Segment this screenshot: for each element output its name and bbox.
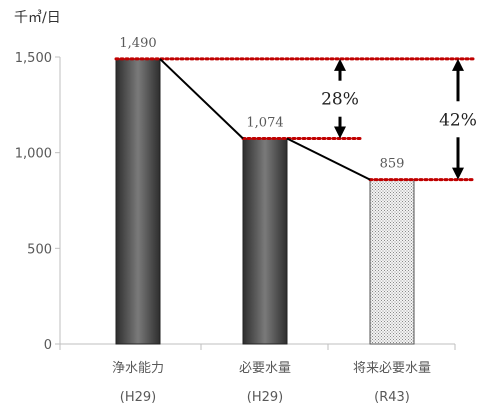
category-labels: 浄水能力 (H29) 必要水量 (H29) 将来必要水量 (R43) (112, 361, 431, 405)
connector-line (286, 137, 371, 181)
data-labels: 1,490 1,074 859 (119, 36, 404, 172)
category-sublabel: (H29) (120, 390, 156, 405)
unit-label: 千㎥/日 (14, 10, 61, 26)
category-label: 将来必要水量 (353, 361, 431, 376)
bar (369, 179, 415, 345)
annotation-label: 28% (321, 90, 359, 110)
y-tick-label: 1,500 (15, 51, 52, 66)
reference-lines (114, 57, 477, 182)
category-sublabel: (R43) (374, 390, 410, 405)
category-label: 浄水能力 (112, 361, 164, 376)
category-label: 必要水量 (239, 361, 291, 376)
annotations: 28% 42% (321, 58, 477, 180)
annotation-label: 42% (439, 110, 477, 130)
data-label: 859 (380, 157, 405, 172)
bar (242, 138, 288, 345)
connector-lines (159, 58, 371, 181)
bars (115, 58, 415, 345)
data-label: 1,074 (246, 116, 283, 131)
y-tick-label: 1,000 (15, 147, 52, 162)
y-tick-label: 0 (44, 338, 52, 353)
connector-line (159, 58, 244, 140)
data-label: 1,490 (119, 36, 156, 51)
bar (115, 58, 161, 345)
category-sublabel: (H29) (247, 390, 283, 405)
y-tick-label: 500 (27, 242, 52, 257)
